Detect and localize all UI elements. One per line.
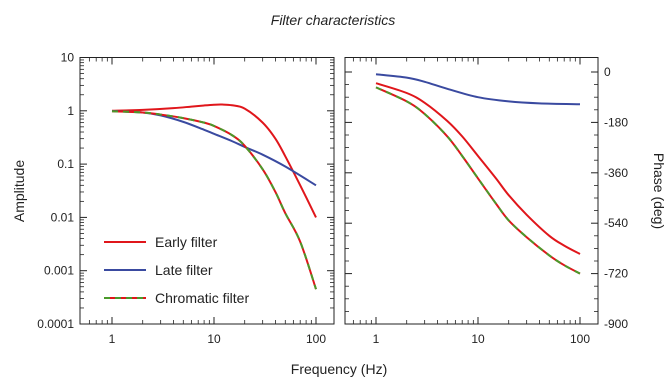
phase-chromatic-filter-dash bbox=[375, 86, 581, 275]
chart-title: Filter characteristics bbox=[271, 12, 395, 28]
amplitude-panel: 1 10 100 0.0001 0.001 0.01 0.1 1 10 Amplitude Ea… bbox=[11, 51, 335, 346]
amplitude-chromatic-filter-line bbox=[111, 110, 317, 290]
amplitude-y-tick-label: 0.001 bbox=[44, 264, 74, 278]
phase-axes: 1 10 100 0 -180 -360 -540 -720 -900 bbox=[345, 57, 628, 346]
amplitude-plot-frame bbox=[79, 57, 335, 325]
phase-panel: 1 10 100 0 -180 -360 -540 -720 -900 Phase (deg) bbox=[344, 57, 666, 346]
frequency-axis-label: Frequency (Hz) bbox=[291, 361, 387, 377]
phase-early-filter-line bbox=[375, 82, 581, 255]
phase-x-tick-label: 100 bbox=[570, 332, 590, 346]
amplitude-y-tick-label: 10 bbox=[61, 51, 75, 65]
amplitude-early-filter-line bbox=[111, 103, 317, 218]
legend-label-chromatic-filter: Chromatic filter bbox=[155, 290, 249, 306]
phase-plot-frame bbox=[344, 57, 599, 325]
amplitude-x-tick-label: 10 bbox=[207, 332, 221, 346]
amplitude-y-tick-label: 0.01 bbox=[51, 210, 75, 224]
amplitude-y-tick-label: 0.1 bbox=[57, 157, 74, 171]
phase-axis-label: Phase (deg) bbox=[651, 153, 666, 229]
amplitude-y-tick-label: 0.0001 bbox=[37, 317, 74, 331]
amplitude-chromatic-filter-dash bbox=[111, 110, 317, 290]
phase-y-tick-label: -540 bbox=[604, 216, 628, 230]
amplitude-late-filter-line bbox=[111, 110, 317, 187]
phase-series-group bbox=[375, 73, 581, 275]
phase-late-filter-line bbox=[375, 73, 581, 106]
phase-y-tick-label: -900 bbox=[604, 317, 628, 331]
amplitude-axis-label: Amplitude bbox=[11, 160, 27, 222]
phase-y-tick-label: -360 bbox=[604, 166, 628, 180]
amplitude-series-group bbox=[111, 103, 317, 290]
legend-label-early-filter: Early filter bbox=[155, 234, 218, 250]
amplitude-x-tick-label: 100 bbox=[306, 332, 326, 346]
phase-y-tick-label: -180 bbox=[604, 115, 628, 129]
legend-label-late-filter: Late filter bbox=[155, 262, 213, 278]
legend: Early filter Late filter Chromatic filter bbox=[104, 234, 249, 306]
phase-y-tick-label: -720 bbox=[604, 267, 628, 281]
amplitude-x-tick-label: 1 bbox=[109, 332, 116, 346]
phase-x-tick-label: 1 bbox=[373, 332, 380, 346]
phase-y-tick-label: 0 bbox=[604, 65, 611, 79]
phase-chromatic-filter-line bbox=[375, 86, 581, 275]
amplitude-axes: 1 10 100 0.0001 0.001 0.01 0.1 1 10 bbox=[37, 51, 334, 346]
phase-x-tick-label: 10 bbox=[471, 332, 485, 346]
amplitude-y-tick-label: 1 bbox=[67, 104, 74, 118]
